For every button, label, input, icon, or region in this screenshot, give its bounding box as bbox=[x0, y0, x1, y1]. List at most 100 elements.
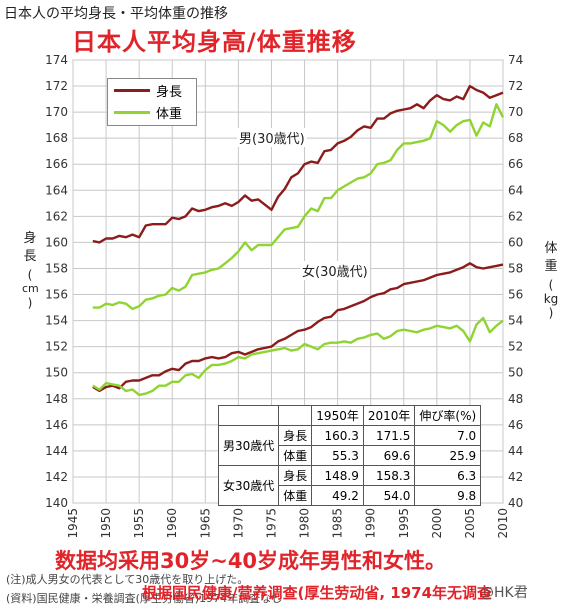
table-sub-cell: 体重 bbox=[278, 445, 313, 466]
x-tick-label: 1970 bbox=[231, 508, 245, 539]
table-group-cell: 女30歳代 bbox=[217, 465, 280, 506]
y-left-tick-label: 140 bbox=[45, 496, 68, 510]
table-cell: 55.3 bbox=[311, 445, 364, 466]
y-right-tick-label: 66 bbox=[508, 157, 523, 171]
y-left-unit: ( cm ) bbox=[22, 268, 39, 310]
series-line-height-male bbox=[92, 84, 504, 244]
series-line-weight-male bbox=[92, 103, 505, 311]
y-right-unit: ( kg ) bbox=[543, 278, 559, 320]
y-left-title-char: 長 bbox=[23, 249, 37, 264]
y-left-tick-label: 152 bbox=[45, 340, 68, 354]
y-right-tick-label: 56 bbox=[508, 288, 523, 302]
legend-label-weight: 体重 bbox=[156, 107, 183, 122]
table-cell: 148.9 bbox=[311, 465, 364, 486]
overlay-title: 日本人平均身高/体重推移 bbox=[72, 28, 357, 56]
legend-swatch-height bbox=[114, 89, 150, 92]
y-right-tick-label: 68 bbox=[508, 131, 523, 145]
table-sub-cell: 身長 bbox=[278, 425, 313, 446]
foot-note-2: (資料)国民健康・栄養調査(厚生労働省)1974年調査なし bbox=[6, 592, 283, 605]
y-right-tick-label: 72 bbox=[508, 79, 523, 93]
x-tick-label: 1955 bbox=[132, 508, 146, 539]
y-right-tick-label: 50 bbox=[508, 366, 523, 380]
y-left-tick-label: 164 bbox=[45, 183, 68, 197]
y-left-tick-label: 146 bbox=[45, 418, 68, 432]
legend: 身長 体重 bbox=[107, 78, 197, 126]
table-group-cell: 男30歳代 bbox=[217, 425, 280, 466]
y-right-tick-label: 46 bbox=[508, 418, 523, 432]
table-cell: 160.3 bbox=[311, 425, 364, 446]
y-left-tick-label: 158 bbox=[45, 261, 68, 275]
table-header-cell: 1950年 bbox=[311, 405, 364, 426]
legend-item-weight: 体重 bbox=[108, 101, 196, 123]
y-right-tick-label: 48 bbox=[508, 392, 523, 406]
y-left-tick-label: 166 bbox=[45, 157, 68, 171]
y-left-tick-label: 160 bbox=[45, 235, 68, 249]
table-header-cell bbox=[217, 405, 280, 426]
y-left-unit-text: cm bbox=[22, 282, 39, 295]
y-right-unit-close: ) bbox=[548, 306, 554, 320]
y-right-tick-label: 42 bbox=[508, 470, 523, 484]
original-title: 日本人の平均身長・平均体重の推移 bbox=[4, 6, 228, 22]
y-right-tick-label: 70 bbox=[508, 105, 523, 119]
table-sub-cell: 身長 bbox=[278, 465, 313, 486]
y-left-tick-label: 148 bbox=[45, 392, 68, 406]
table-cell: 25.9 bbox=[414, 445, 482, 466]
y-right-tick-label: 54 bbox=[508, 314, 523, 328]
y-left-tick-label: 170 bbox=[45, 105, 68, 119]
y-left-tick-label: 168 bbox=[45, 131, 68, 145]
x-tick-label: 1985 bbox=[331, 508, 345, 539]
summary-table: 1950年 2010年 伸び率(%) 男30歳代 身長 160.3 171.5 … bbox=[217, 405, 482, 506]
y-right-unit-text: kg bbox=[543, 292, 559, 306]
x-tick-label: 1965 bbox=[198, 508, 212, 539]
x-tick-label: 2010 bbox=[496, 508, 510, 539]
x-tick-label: 1945 bbox=[66, 508, 80, 539]
table-row: 女30歳代 身長 148.9 158.3 6.3 bbox=[217, 465, 482, 506]
overlay-note: 数据均采用30岁~40岁成年男性和女性。 bbox=[55, 549, 447, 573]
y-right-title-char: 体 bbox=[544, 241, 558, 256]
y-right-tick-label: 62 bbox=[508, 209, 523, 223]
y-right-tick-label: 44 bbox=[508, 444, 523, 458]
y-left-tick-label: 174 bbox=[45, 53, 68, 67]
x-tick-label: 1990 bbox=[364, 508, 378, 539]
table-cell: 54.0 bbox=[362, 485, 416, 506]
y-right-tick-label: 64 bbox=[508, 183, 523, 197]
table-cell: 9.8 bbox=[414, 485, 482, 506]
y-left-tick-label: 172 bbox=[45, 79, 68, 93]
overlay-source: 根据国民健康/营养调查(厚生劳动省, 1974年无调查 bbox=[142, 584, 493, 602]
x-tick-label: 2000 bbox=[430, 508, 444, 539]
table-row: 体重 55.3 69.6 25.9 bbox=[219, 445, 482, 466]
y-left-title-char: 身 bbox=[23, 231, 37, 246]
y-left-tick-label: 156 bbox=[45, 288, 68, 302]
y-left-unit-close: ) bbox=[27, 296, 33, 310]
x-tick-label: 2005 bbox=[463, 508, 477, 539]
table-cell: 49.2 bbox=[311, 485, 364, 506]
y-right-tick-label: 52 bbox=[508, 340, 523, 354]
y-right-tick-label: 40 bbox=[508, 496, 523, 510]
x-tick-label: 1980 bbox=[298, 508, 312, 539]
table-cell: 171.5 bbox=[362, 425, 416, 446]
series-line-height-female bbox=[92, 262, 504, 393]
y-left-tick-label: 162 bbox=[45, 209, 68, 223]
table-cell: 158.3 bbox=[362, 465, 416, 486]
table-sub-cell: 体重 bbox=[278, 485, 313, 506]
table-cell: 6.3 bbox=[414, 465, 482, 486]
x-tick-label: 1960 bbox=[165, 508, 179, 539]
table-header-cell bbox=[278, 405, 313, 426]
y-left-tick-label: 144 bbox=[45, 444, 68, 458]
watermark: @HK君 bbox=[480, 585, 528, 601]
y-left-tick-label: 142 bbox=[45, 470, 68, 484]
y-left-unit-open: ( bbox=[27, 268, 33, 282]
legend-swatch-weight bbox=[114, 111, 150, 114]
series-line-weight-female bbox=[92, 316, 504, 397]
male-annotation: 男(30歳代) bbox=[237, 128, 307, 147]
y-right-tick-label: 60 bbox=[508, 235, 523, 249]
legend-item-height: 身長 bbox=[108, 79, 196, 101]
y-left-tick-label: 150 bbox=[45, 366, 68, 380]
female-annotation: 女(30歳代) bbox=[300, 261, 370, 280]
x-tick-label: 1975 bbox=[264, 508, 278, 539]
y-left-tick-label: 154 bbox=[45, 314, 68, 328]
foot-note-1: (注)成人男女の代表として30歳代を取り上げた。 bbox=[6, 573, 249, 586]
y-left-title: 身 長 bbox=[22, 230, 38, 266]
